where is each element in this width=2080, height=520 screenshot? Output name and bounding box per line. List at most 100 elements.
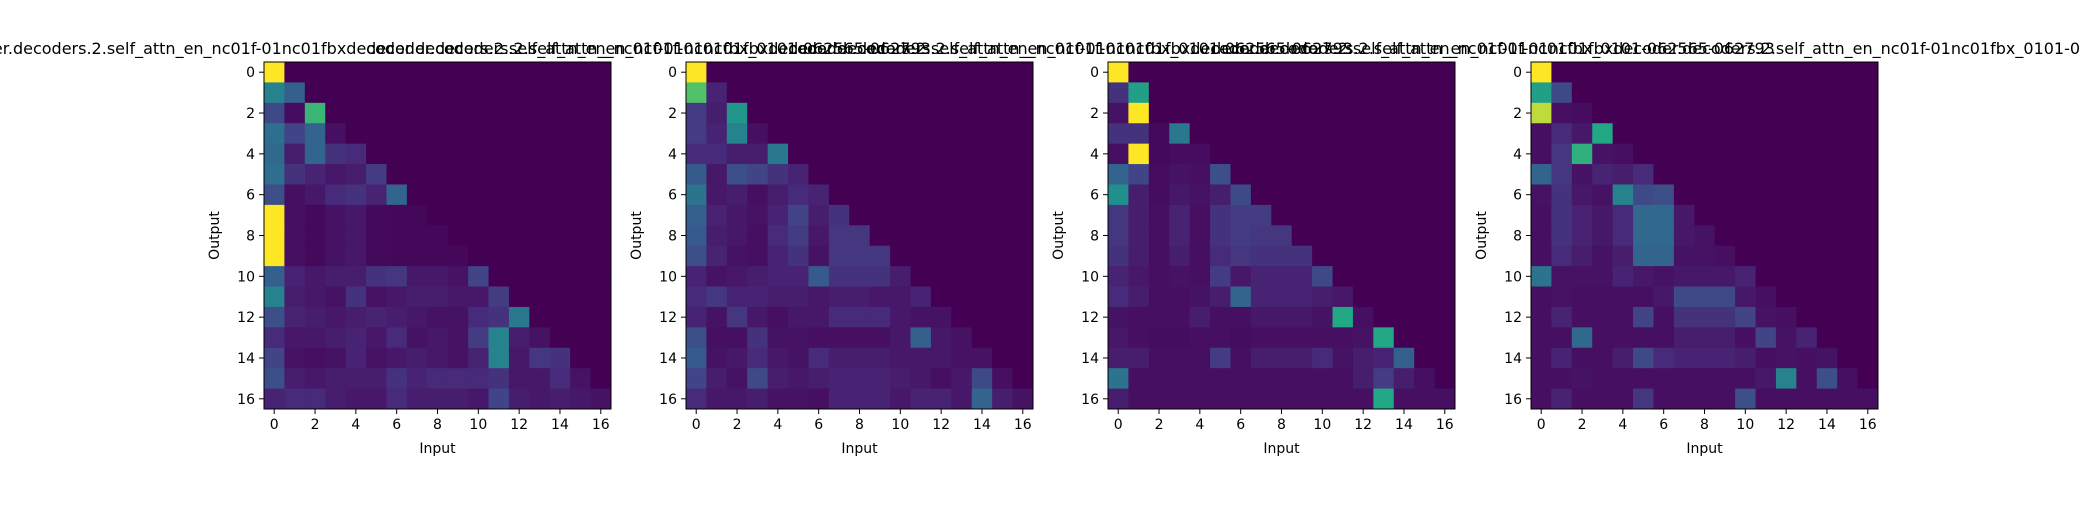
heatmap-cell — [1755, 123, 1777, 145]
heatmap-cell — [1434, 347, 1456, 369]
heatmap-cell — [1230, 143, 1252, 165]
heatmap-cell — [549, 82, 571, 104]
heatmap-cell — [1373, 164, 1395, 185]
heatmap-cell — [1551, 82, 1573, 104]
heatmap-cell — [1108, 286, 1129, 308]
heatmap-cell — [686, 327, 707, 349]
heatmap-cell — [1735, 82, 1756, 104]
heatmap-cell — [726, 82, 748, 104]
heatmap-cell — [386, 245, 408, 267]
heatmap-cell — [1571, 388, 1593, 410]
heatmap-cell — [508, 143, 530, 165]
heatmap-cell — [828, 245, 850, 267]
heatmap-cell — [1837, 347, 1858, 369]
heatmap-cell — [1551, 327, 1573, 349]
heatmap-cell — [1148, 123, 1170, 145]
heatmap-cell — [1592, 225, 1614, 247]
heatmap-cell — [1291, 164, 1313, 185]
heatmap-cell — [1210, 82, 1231, 104]
y-tick-label: 16 — [659, 392, 677, 408]
heatmap-cell — [1352, 102, 1374, 124]
heatmap-cell — [1531, 245, 1552, 267]
heatmap-cell — [1673, 327, 1695, 349]
x-axis-label: Input — [841, 441, 878, 457]
heatmap-cell — [869, 204, 891, 226]
heatmap-cell — [1592, 286, 1614, 308]
heatmap-cell — [1714, 306, 1736, 328]
heatmap-cell — [767, 82, 789, 104]
heatmap-cell — [304, 82, 326, 104]
heatmap-cell — [366, 102, 387, 124]
heatmap-cell — [951, 388, 973, 410]
heatmap-cell — [1755, 347, 1777, 369]
heatmap-cell — [1230, 225, 1252, 247]
heatmap-cell — [951, 306, 973, 328]
heatmap-cell — [1352, 327, 1374, 349]
heatmap-cell — [366, 347, 387, 369]
heatmap-cell — [992, 204, 1013, 226]
heatmap-cell — [325, 102, 347, 124]
heatmap-cell — [1551, 204, 1573, 226]
heatmap-cell — [930, 164, 952, 185]
heatmap-cell — [590, 225, 612, 247]
heatmap-cell — [264, 143, 285, 165]
heatmap-cell — [427, 327, 449, 349]
heatmap-cell — [1796, 388, 1818, 410]
heatmap-cell — [345, 286, 367, 308]
heatmap-cell — [951, 184, 973, 206]
heatmap-cell — [1012, 286, 1034, 308]
heatmap-cell — [1714, 286, 1736, 308]
heatmap-cell — [951, 204, 973, 226]
heatmap-cell — [366, 266, 387, 287]
heatmap-cell — [1755, 368, 1777, 389]
y-tick-label: 14 — [1081, 351, 1099, 367]
heatmap-cell — [1189, 164, 1211, 185]
heatmap-cell — [808, 327, 830, 349]
x-tick-label: 0 — [270, 417, 279, 433]
heatmap-cell — [366, 184, 387, 206]
heatmap-cell — [1837, 62, 1858, 83]
heatmap-cell — [1271, 388, 1293, 410]
heatmap-cell — [788, 347, 809, 369]
heatmap-cell — [992, 327, 1013, 349]
heatmap-cell — [284, 62, 306, 83]
heatmap-cell — [951, 82, 973, 104]
heatmap-cell — [788, 245, 809, 267]
heatmap-cell — [508, 123, 530, 145]
heatmap-cell — [1128, 266, 1150, 287]
heatmap-cell — [992, 306, 1013, 328]
heatmap-cell — [1291, 306, 1313, 328]
heatmap-cell — [1012, 123, 1034, 145]
heatmap-cell — [325, 347, 347, 369]
heatmap-cell — [1673, 102, 1695, 124]
heatmap-cell — [427, 62, 449, 83]
heatmap-cell — [1755, 266, 1777, 287]
heatmap-cell — [1108, 204, 1129, 226]
x-tick-label: 8 — [1277, 417, 1286, 433]
heatmap-cell — [869, 347, 891, 369]
y-tick-label: 10 — [1081, 269, 1099, 285]
heatmap-cell — [1592, 388, 1614, 410]
heatmap-cell — [971, 102, 993, 124]
heatmap-cell — [1857, 347, 1879, 369]
heatmap-cell — [508, 347, 530, 369]
heatmap-cell — [447, 184, 469, 206]
heatmap-cell — [890, 123, 911, 145]
heatmap-cell — [890, 143, 911, 165]
y-axis-label: Output — [207, 211, 223, 260]
heatmap-cell — [686, 62, 707, 83]
heatmap-cell — [1210, 143, 1231, 165]
heatmap-cell — [570, 388, 591, 410]
heatmap-cell — [1250, 266, 1272, 287]
heatmap-cell — [1012, 184, 1034, 206]
heatmap-cell — [1012, 266, 1034, 287]
y-tick-label: 14 — [659, 351, 677, 367]
heatmap-cell — [529, 123, 551, 145]
heatmap-cell — [726, 102, 748, 124]
heatmap-cell — [828, 143, 850, 165]
heatmap-cell — [1230, 245, 1252, 267]
heatmap-cell — [1735, 204, 1756, 226]
heatmap-cell — [1857, 286, 1879, 308]
heatmap-cell — [1230, 347, 1252, 369]
heatmap-cell — [767, 184, 789, 206]
